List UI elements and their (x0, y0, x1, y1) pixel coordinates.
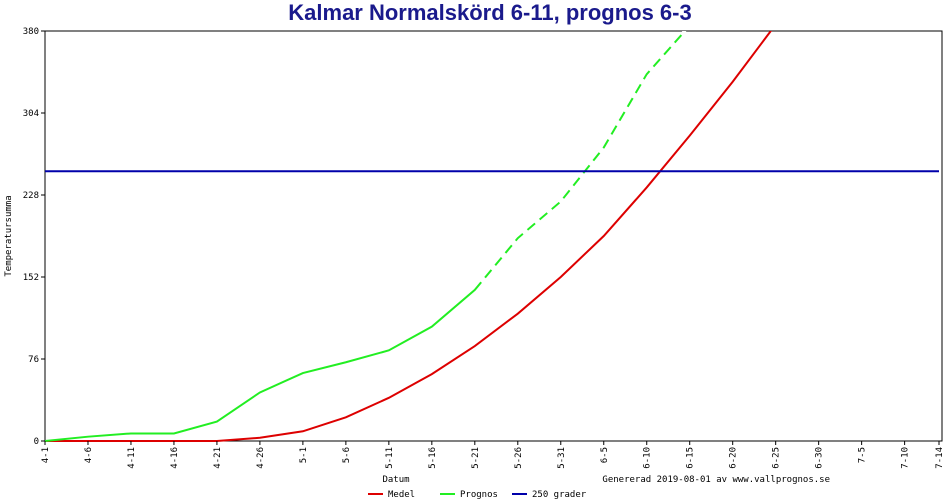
x-tick-label: 4-11 (127, 447, 137, 469)
x-tick-label: 6-10 (643, 447, 653, 469)
x-tick-label: 7-5 (858, 447, 868, 463)
x-tick-label: 5-26 (514, 447, 524, 469)
x-tick-label: 6-20 (729, 447, 739, 469)
y-tick-label: 228 (23, 191, 39, 201)
x-tick-label: 7-14 (935, 447, 945, 469)
x-tick-label: 5-11 (385, 447, 395, 469)
plot-frame (44, 30, 943, 442)
y-tick-label: 304 (23, 109, 39, 119)
y-tick-label: 76 (28, 355, 39, 365)
note: Genererad 2019-08-01 av www.vallprognos.… (602, 475, 830, 485)
x-axis-label: Datum (382, 475, 409, 485)
y-tick-label: 380 (23, 27, 39, 37)
y-tick-label: 0 (34, 437, 39, 447)
legend-label: Prognos (460, 490, 498, 500)
x-tick-label: 5-16 (428, 447, 438, 469)
x-tick-label: 5-6 (342, 447, 352, 463)
x-tick-label: 4-21 (213, 447, 223, 469)
x-tick-label: 4-6 (84, 447, 94, 463)
x-tick-label: 5-21 (471, 447, 481, 469)
y-axis-label: Temperatursumma (4, 195, 14, 276)
x-tick-label: 5-31 (557, 447, 567, 469)
series-line (45, 31, 773, 442)
x-tick-label: 6-15 (686, 447, 696, 469)
x-tick-label: 6-25 (772, 447, 782, 469)
plot (45, 31, 939, 442)
chart-title: Kalmar Normalskörd 6-11, prognos 6-3 (288, 0, 691, 25)
x-tick-label: 5-1 (299, 447, 309, 463)
dash-gaps (473, 31, 688, 292)
legend-label: Medel (388, 490, 415, 500)
x-tick-label: 4-1 (41, 447, 51, 463)
x-tick-label: 4-26 (256, 447, 266, 469)
legend-label: 250 grader (532, 490, 587, 500)
x-tick-label: 4-16 (170, 447, 180, 469)
y-tick-label: 152 (23, 273, 39, 283)
x-tick-label: 6-5 (600, 447, 610, 463)
series-line (45, 31, 687, 442)
x-tick-label: 6-30 (815, 447, 825, 469)
x-tick-label: 7-10 (901, 447, 911, 469)
